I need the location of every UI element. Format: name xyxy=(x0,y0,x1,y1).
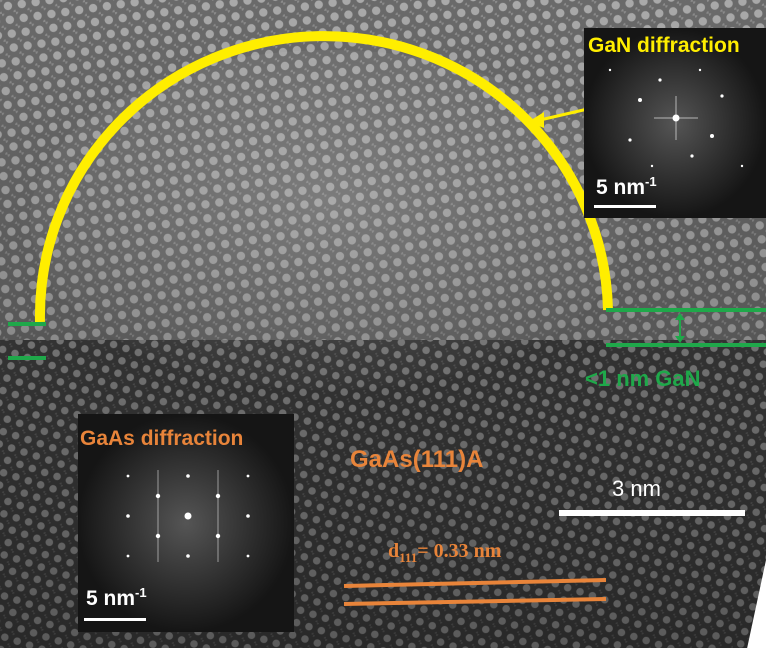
gan-fft-scale-bar xyxy=(594,205,656,208)
gaas-diffraction-label: GaAs diffraction xyxy=(80,427,244,450)
gan-diffraction-label: GaN diffraction xyxy=(588,34,740,57)
gan-layer-label: <1 nm GaN xyxy=(585,366,701,391)
gaas-fft-scale-label: 5 nm-1 xyxy=(86,585,147,610)
d-spacing-line-bottom xyxy=(343,597,607,606)
d-spacing-line-top xyxy=(343,578,607,588)
substrate-label: GaAs(111)A xyxy=(350,446,484,473)
scale-bar xyxy=(559,510,745,516)
scale-bar-label: 3 nm xyxy=(612,476,661,501)
gan-pointer-arrow xyxy=(539,106,593,122)
gan-outline-arc xyxy=(34,31,613,323)
gaas-fft-inset xyxy=(78,414,294,632)
gan-fft-scale-label: 5 nm-1 xyxy=(596,174,657,199)
d-spacing-label: d111= 0.33 nm xyxy=(388,540,502,565)
gaas-fft-scale-bar xyxy=(84,618,146,621)
gan-fft-inset xyxy=(584,28,766,218)
